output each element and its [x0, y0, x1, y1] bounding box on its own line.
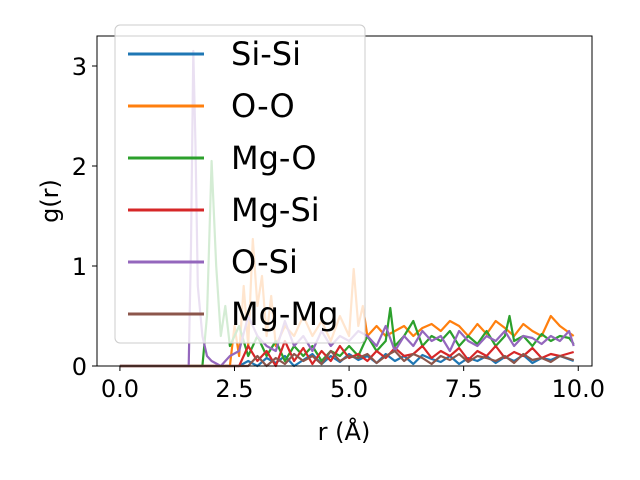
y-axis: 0 1 2 3 — [72, 53, 97, 381]
x-axis-label: r (Å) — [318, 417, 371, 446]
y-tick-label: 2 — [72, 153, 87, 181]
y-tick-label: 1 — [72, 253, 87, 281]
legend-label: Si-Si — [231, 35, 301, 73]
x-tick-label: 10.0 — [552, 375, 605, 403]
x-tick-label: 5.0 — [330, 375, 368, 403]
x-axis: 0.0 2.5 5.0 7.5 10.0 — [101, 366, 605, 403]
x-tick-label: 2.5 — [215, 375, 253, 403]
legend: Si-Si O-O Mg-O Mg-Si O-Si Mg-Mg — [114, 24, 366, 344]
series-line-mg-mg — [119, 349, 575, 368]
legend-label: Mg-O — [231, 139, 317, 177]
x-tick-label: 7.5 — [445, 375, 483, 403]
legend-label: O-O — [231, 87, 295, 125]
x-tick-label: 0.0 — [101, 375, 139, 403]
y-tick-label: 0 — [72, 353, 87, 381]
legend-label: Mg-Mg — [231, 295, 338, 333]
legend-label: O-Si — [231, 243, 298, 281]
y-axis-label: g(r) — [36, 179, 64, 223]
y-tick-label: 3 — [72, 53, 87, 81]
legend-label: Mg-Si — [231, 191, 320, 229]
